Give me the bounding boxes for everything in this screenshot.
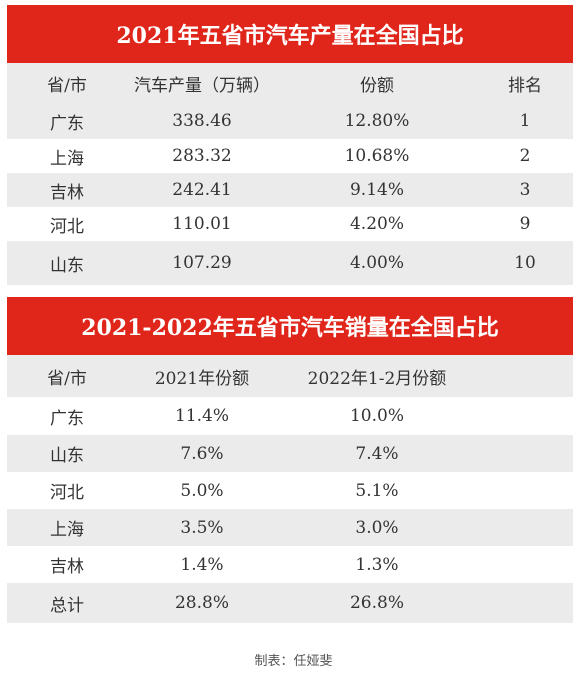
province-cell: 河北 (50, 216, 84, 237)
production-table: 2021年五省市汽车产量在全国占比 省/市 汽车产量（万辆） 份额 排名 广东 … (7, 5, 573, 285)
header-cell: 汽车产量（万辆） (134, 75, 270, 96)
share-2022-cell: 3.0% (355, 517, 399, 538)
header-cell: 份额 (360, 75, 394, 96)
share-cell: 4.00% (349, 253, 404, 273)
share-2021-cell: 7.6% (180, 443, 224, 464)
rank-cell: 2 (519, 146, 531, 166)
output-cell: 242.41 (172, 180, 232, 200)
province-cell: 吉林 (50, 182, 84, 203)
rank-cell: 3 (519, 180, 531, 200)
rank-cell: 10 (514, 253, 536, 273)
header-cell: 2021年份额 (154, 368, 250, 389)
output-cell: 283.32 (172, 146, 232, 166)
header-cell: 省/市 (47, 75, 87, 96)
share-2022-cell: 5.1% (355, 480, 399, 501)
share-2022-cell: 10.0% (349, 406, 404, 426)
production-table-title: 2021年五省市汽车产量在全国占比 (7, 5, 573, 63)
sales-share-table: 2021-2022年五省市汽车销量在全国占比 省/市 2021年份额 2022年… (7, 297, 573, 623)
rank-cell: 1 (519, 111, 531, 131)
table-header-row: 省/市 2021年份额 2022年1-2月份额 (7, 355, 573, 397)
header-cell: 省/市 (47, 368, 87, 389)
table-row: 山东 7.6% 7.4% (7, 435, 573, 472)
output-cell: 110.01 (172, 214, 232, 234)
province-cell: 上海 (50, 148, 84, 169)
province-cell: 广东 (50, 113, 84, 134)
table-header-row: 省/市 汽车产量（万辆） 份额 排名 (7, 63, 573, 103)
table-row: 河北 110.01 4.20% 9 (7, 207, 573, 241)
share-2021-cell: 28.8% (174, 593, 229, 613)
share-cell: 9.14% (349, 180, 404, 200)
table-row: 吉林 242.41 9.14% 3 (7, 173, 573, 207)
share-cell: 10.68% (344, 146, 410, 166)
table-row-total: 总计 28.8% 26.8% (7, 583, 573, 623)
table-row: 上海 283.32 10.68% 2 (7, 139, 573, 173)
province-cell: 山东 (50, 255, 84, 276)
province-cell: 上海 (50, 520, 84, 540)
sales-share-table-title: 2021-2022年五省市汽车销量在全国占比 (7, 297, 573, 355)
share-2022-cell: 7.4% (355, 443, 399, 464)
table-credit-caption: 制表：任娅斐 (254, 654, 333, 669)
table-row: 广东 11.4% 10.0% (7, 397, 573, 435)
share-2022-cell: 1.3% (355, 554, 399, 575)
share-2021-cell: 5.0% (180, 480, 224, 501)
share-cell: 4.20% (349, 214, 404, 234)
table-row: 上海 3.5% 3.0% (7, 509, 573, 546)
share-2021-cell: 3.5% (180, 517, 224, 538)
output-cell: 107.29 (172, 253, 232, 273)
province-cell: 河北 (50, 483, 84, 503)
rank-cell: 9 (519, 214, 531, 234)
share-2022-cell: 26.8% (349, 593, 404, 613)
table-row: 河北 5.0% 5.1% (7, 472, 573, 509)
table-row: 吉林 1.4% 1.3% (7, 546, 573, 583)
province-cell: 吉林 (50, 557, 84, 577)
share-cell: 12.80% (344, 111, 410, 131)
table-row: 山东 107.29 4.00% 10 (7, 241, 573, 285)
header-cell: 2022年1-2月份额 (307, 368, 447, 389)
total-label-cell: 总计 (50, 595, 84, 616)
header-cell: 排名 (508, 75, 542, 96)
output-cell: 338.46 (172, 111, 232, 131)
share-2021-cell: 1.4% (180, 554, 224, 575)
province-cell: 广东 (50, 408, 84, 429)
province-cell: 山东 (50, 446, 84, 466)
share-2021-cell: 11.4% (174, 406, 229, 426)
table-row: 广东 338.46 12.80% 1 (7, 103, 573, 139)
